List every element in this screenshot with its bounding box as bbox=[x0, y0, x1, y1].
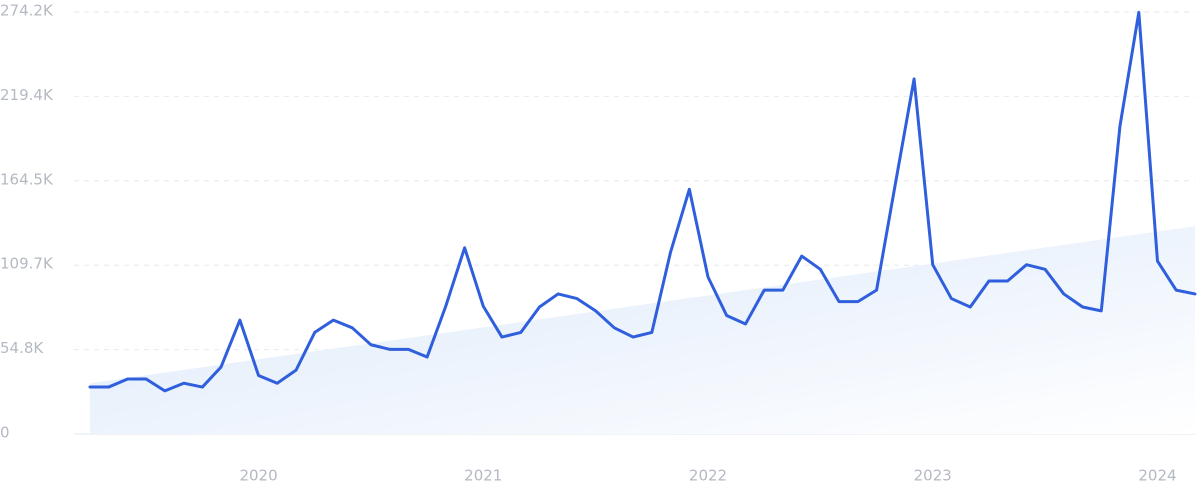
data-line bbox=[88, 10, 1197, 393]
x-tick-label: 2020 bbox=[239, 467, 277, 485]
y-tick-label: 109.7K bbox=[0, 255, 54, 273]
x-tick-label: 2024 bbox=[1138, 467, 1176, 485]
y-tick-label: 54.8K bbox=[0, 339, 44, 357]
y-tick-label: 219.4K bbox=[0, 86, 54, 104]
y-tick-label: 274.2K bbox=[0, 2, 54, 20]
y-tick-label: 164.5K bbox=[0, 170, 54, 188]
x-tick-label: 2021 bbox=[464, 467, 502, 485]
trend-area bbox=[90, 226, 1195, 434]
x-tick-label: 2022 bbox=[689, 467, 727, 485]
y-tick-label: 0 bbox=[0, 424, 10, 442]
x-tick-label: 2023 bbox=[914, 467, 952, 485]
